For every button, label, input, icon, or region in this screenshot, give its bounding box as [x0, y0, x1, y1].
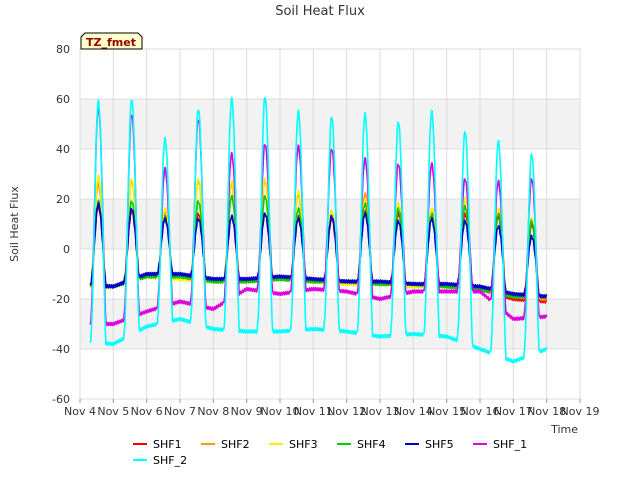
x-tick-label: Nov 9 [231, 405, 263, 418]
legend: SHF1 SHF2 SHF3 SHF4 SHF5 SHF_1 SHF_2 [133, 438, 527, 467]
grid-lines [79, 48, 581, 400]
series-line-shf_2 [89, 96, 548, 364]
legend-label: SHF_1 [493, 438, 527, 451]
x-tick-label: Nov 12 [327, 405, 366, 418]
y-tick-label: -60 [52, 393, 70, 406]
y-axis-ticks: -60 -40 -20 0 20 40 60 80 [52, 43, 70, 406]
chart-title: Soil Heat Flux [275, 4, 365, 19]
tz-badge-label: TZ_fmet [86, 36, 136, 49]
x-axis-label: Time [550, 423, 578, 436]
x-tick-label: Nov 17 [494, 405, 533, 418]
legend-label: SHF5 [425, 438, 454, 451]
x-tick-label: Nov 19 [561, 405, 600, 418]
y-tick-label: 80 [56, 43, 70, 56]
legend-label: SHF3 [289, 438, 318, 451]
x-tick-label: Nov 16 [461, 405, 500, 418]
legend-label: SHF_2 [153, 454, 187, 467]
y-tick-label: 40 [56, 143, 70, 156]
x-tick-label: Nov 6 [131, 405, 163, 418]
tz-badge-box [80, 32, 143, 50]
plot-band [80, 299, 580, 349]
x-tick-label: Nov 5 [97, 405, 129, 418]
y-tick-label: 20 [56, 193, 70, 206]
y-tick-label: -40 [52, 343, 70, 356]
x-tick-label: Nov 10 [261, 405, 300, 418]
x-tick-label: Nov 11 [294, 405, 333, 418]
x-tick-label: Nov 7 [164, 405, 196, 418]
x-tick-label: Nov 18 [527, 405, 566, 418]
x-tick-label: Nov 13 [361, 405, 400, 418]
x-tick-label: Nov 4 [64, 405, 96, 418]
tz-badge: TZ_fmet [80, 32, 143, 50]
legend-label: SHF1 [153, 438, 182, 451]
y-tick-label: -20 [52, 293, 70, 306]
x-tick-label: Nov 8 [197, 405, 229, 418]
x-tick-label: Nov 14 [394, 405, 433, 418]
x-tick-label: Nov 15 [427, 405, 466, 418]
legend-label: SHF4 [357, 438, 386, 451]
y-tick-label: 0 [63, 243, 70, 256]
legend-label: SHF2 [221, 438, 250, 451]
y-axis-label: Soil Heat Flux [8, 186, 21, 262]
y-tick-label: 60 [56, 93, 70, 106]
series-layer [89, 96, 548, 364]
